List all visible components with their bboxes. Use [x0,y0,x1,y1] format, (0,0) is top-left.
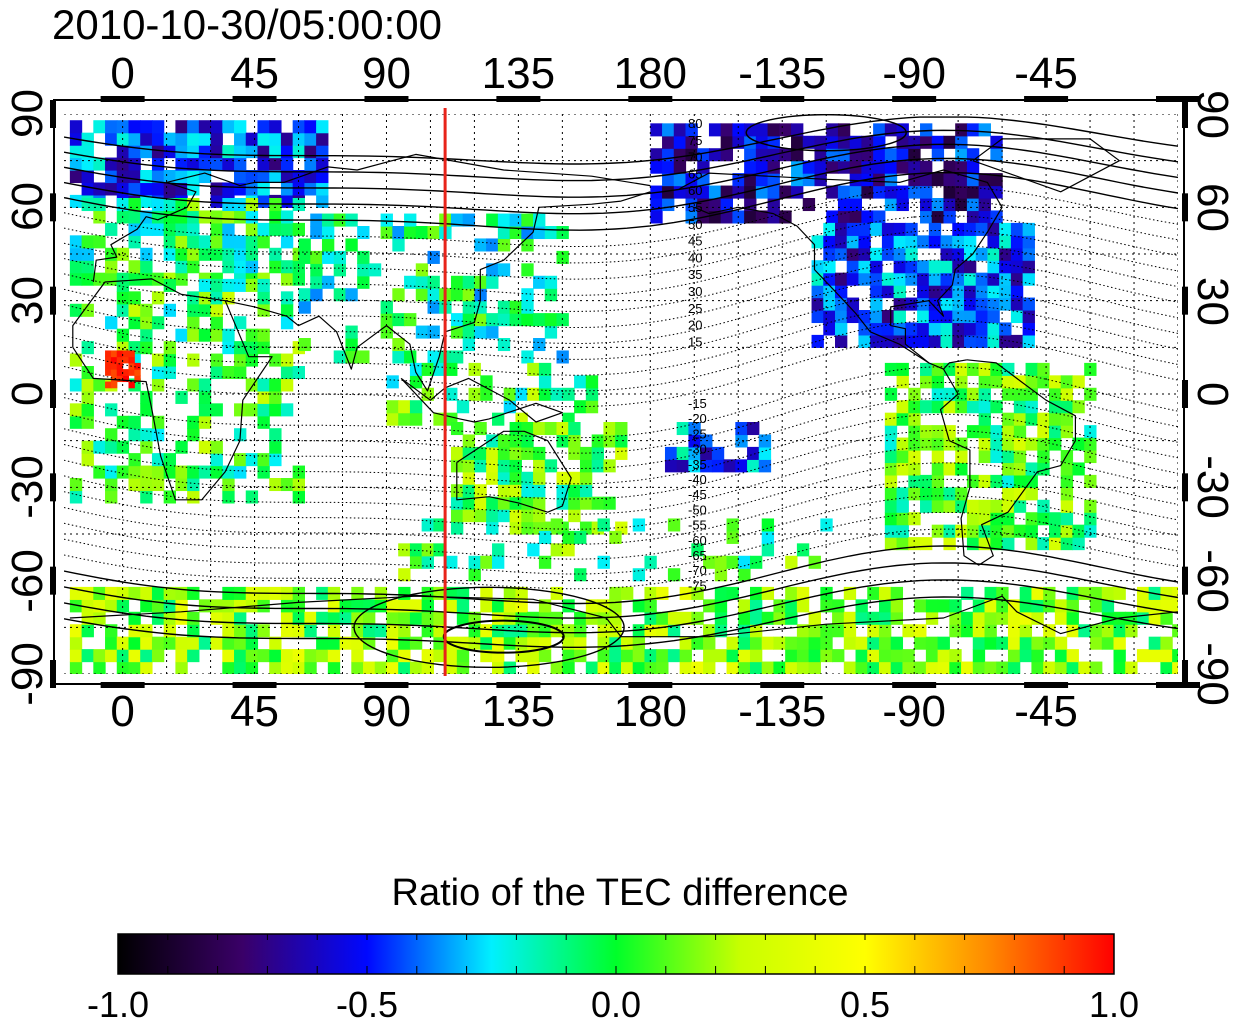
lat-tick-left: -30 [3,455,52,520]
mlat-label: 35 [688,267,702,282]
mlat-label: -40 [688,472,707,487]
lat-tick-left: 60 [3,182,52,232]
magnetic-latitude-contours [64,114,1178,669]
lat-tick-right: 0 [1188,382,1237,407]
mlat-label: 25 [688,301,702,316]
lat-tick-right: 60 [1188,183,1237,233]
mlat-label: 75 [688,133,702,148]
mlat-label: 15 [688,334,702,349]
mlat-label: 40 [688,250,702,265]
lat-tick-right: 30 [1188,276,1237,326]
mlat-label: 20 [688,318,702,333]
mlat-label: 80 [688,116,702,131]
lon-tick-top: 135 [481,49,556,98]
mlat-label: 45 [688,234,702,249]
lat-tick-right: -60 [1188,548,1237,613]
mlat-label: -25 [688,426,707,441]
frame-tick-bars [50,96,1200,688]
lat-tick-left: 90 [3,89,52,138]
lon-tick-bottom: -45 [1014,687,1078,736]
mlat-label: -45 [688,487,707,502]
mlat-label: 50 [688,217,702,232]
timestamp-title: 2010-10-30/05:00:00 [52,1,442,48]
mlat-label: -75 [688,578,707,593]
mlat-label: -70 [688,563,707,578]
lon-tick-top: -135 [738,49,827,98]
colorbar-tick-label: 0.5 [839,984,891,1025]
lon-tick-bottom: 135 [481,687,556,736]
lat-tick-left: 30 [3,275,52,325]
mlat-label: 30 [688,284,702,299]
lon-tick-top: 180 [613,49,688,98]
mlat-label: -35 [688,457,707,472]
lon-tick-bottom: -90 [882,687,946,736]
mlat-label: 70 [688,150,702,165]
mlat-label: -15 [688,396,707,411]
mlat-label: -60 [688,533,707,548]
colorbar [117,933,1115,975]
mlat-label: 65 [688,166,702,181]
lon-tick-bottom: 0 [110,687,135,736]
colorbar-tick-label: 0.0 [590,984,642,1025]
lat-tick-left: -60 [3,548,52,613]
lat-tick-right: -90 [1188,642,1237,706]
colorbar-tick-label: 1.0 [1088,984,1140,1025]
mlat-label: -20 [688,411,707,426]
lon-tick-top: -90 [882,49,946,98]
mlat-label: -55 [688,518,707,533]
colorbar-minor-ticks [117,934,1115,974]
lat-tick-right: 90 [1188,90,1237,139]
lon-tick-bottom: -135 [738,687,827,736]
lon-tick-bottom: 180 [613,687,688,736]
lat-tick-left: 0 [3,381,52,406]
colorbar-tick-label: -1.0 [86,984,150,1025]
colorbar-tick-label: -0.5 [335,984,399,1025]
mlat-label: 55 [688,200,702,215]
mlat-label: -30 [688,442,707,457]
lon-tick-bottom: 90 [361,687,411,736]
lon-tick-top: 45 [230,49,280,98]
lat-tick-right: -30 [1188,455,1237,520]
lon-tick-top: -45 [1014,49,1078,98]
mlat-label: 60 [688,183,702,198]
lat-tick-left: -90 [3,642,52,706]
lon-tick-top: 90 [361,49,411,98]
colorbar-title: Ratio of the TEC difference [391,872,849,914]
lon-tick-top: 0 [110,49,135,98]
lon-tick-bottom: 45 [230,687,280,736]
coastlines [69,138,1178,638]
mlat-label: -65 [688,548,707,563]
mlat-label: -50 [688,502,707,517]
